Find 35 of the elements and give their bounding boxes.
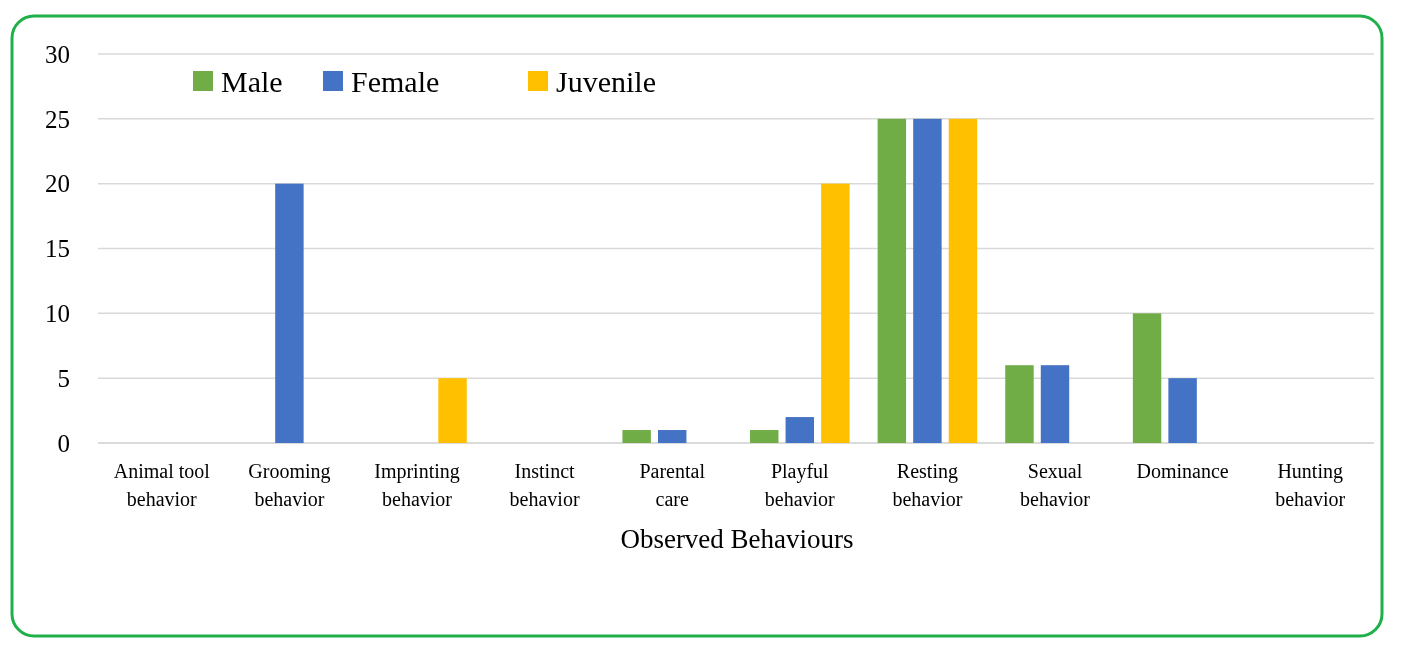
x-axis-title: Observed Behaviours: [620, 524, 854, 554]
y-tick-label: 25: [45, 105, 70, 133]
bar: [1132, 313, 1162, 443]
x-tick-label: Animal tool behavior: [113, 460, 211, 510]
y-tick-label: 20: [45, 170, 70, 198]
legend-label: Female: [351, 64, 440, 98]
y-tick-label: 5: [57, 364, 70, 392]
x-tick-label: Sexual behavior: [1020, 460, 1091, 510]
bar: [750, 430, 779, 443]
legend-label: Juvenile: [556, 64, 656, 98]
bar: [657, 430, 687, 443]
x-tick-label: Imprinting behavior: [374, 460, 460, 510]
bar: [438, 378, 467, 443]
bar: [1168, 378, 1197, 443]
x-tick-label: Instinct behavior: [509, 460, 580, 510]
x-tick-label: Dominance: [1136, 460, 1229, 482]
x-tick-label: Hunting behavior: [1275, 460, 1346, 510]
bar: [913, 118, 942, 443]
bar: [785, 417, 815, 443]
y-tick-label: 30: [45, 40, 70, 68]
bar: [1040, 365, 1070, 443]
bar: [1005, 365, 1034, 443]
x-tick-label: Parental care: [639, 460, 706, 510]
bar: [622, 430, 651, 443]
legend-label: Male: [221, 64, 283, 98]
bar: [877, 118, 907, 443]
x-tick-label: Resting behavior: [892, 460, 963, 510]
y-tick-label: 0: [57, 429, 70, 457]
y-tick-label: 10: [45, 300, 70, 328]
bar: [821, 183, 850, 443]
bar: [275, 183, 304, 443]
x-tick-label: Grooming behavior: [248, 460, 331, 510]
bar: [948, 118, 978, 443]
x-tick-label: Playful behavior: [764, 460, 836, 510]
y-tick-label: 15: [45, 235, 70, 263]
